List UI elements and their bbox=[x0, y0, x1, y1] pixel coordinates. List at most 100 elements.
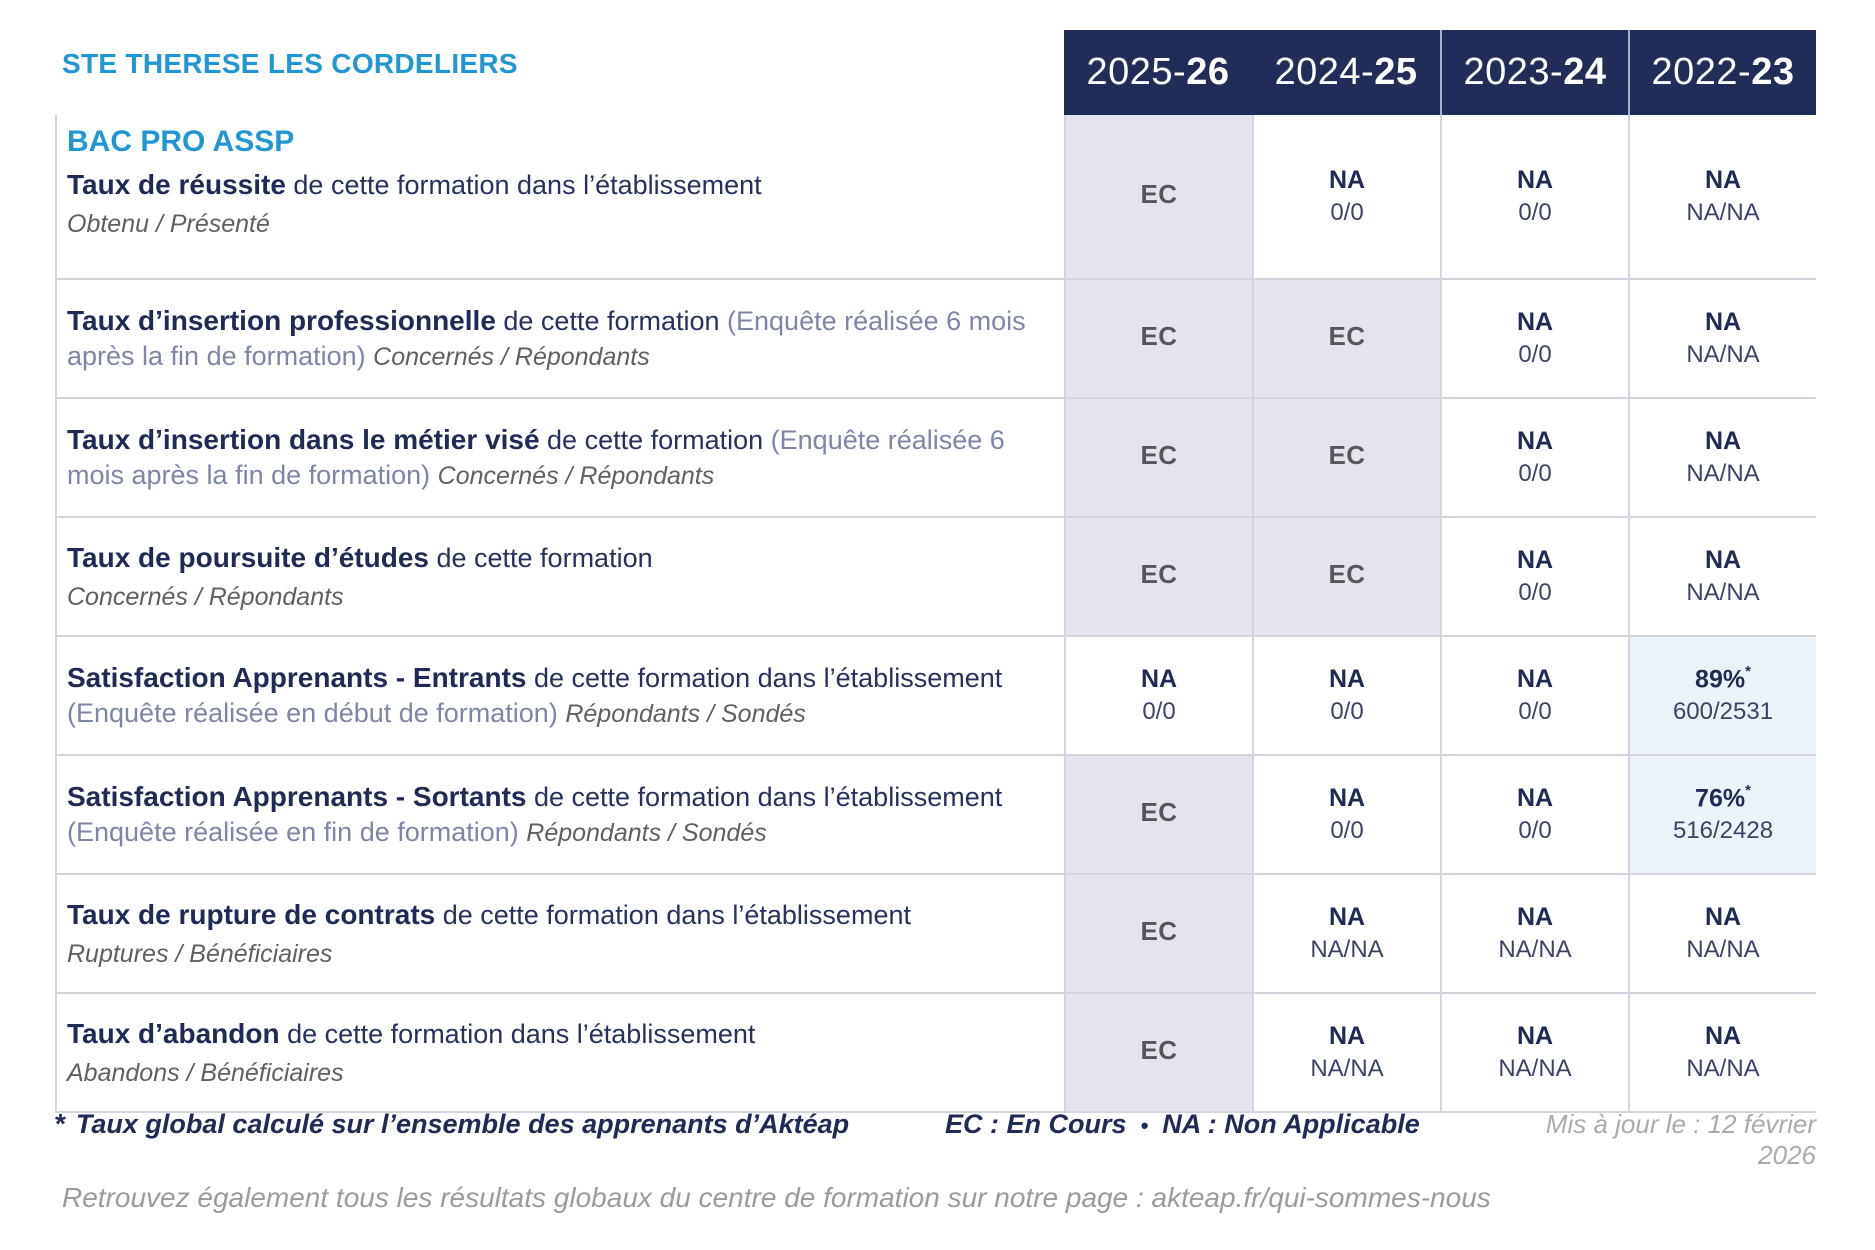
metric-subtext: Concernés / Répondants bbox=[437, 462, 715, 491]
row-label: Taux d’insertion professionnelle de cett… bbox=[57, 280, 1064, 397]
row-label: Taux de poursuite d’études de cette form… bbox=[57, 518, 1064, 635]
table-cell: NA 0/0 bbox=[1064, 637, 1252, 754]
metric-desc: de cette formation bbox=[539, 424, 771, 455]
metric-desc: de cette formation dans l’établissement bbox=[435, 899, 911, 930]
cell-detail: 0/0 bbox=[1518, 817, 1552, 844]
metric-desc: de cette formation dans l’établissement bbox=[285, 170, 762, 200]
table-cell: 89%* 600/2531 bbox=[1628, 637, 1816, 754]
table-cell: EC bbox=[1064, 518, 1252, 635]
cell-detail: 0/0 bbox=[1518, 341, 1552, 368]
cell-value: NA bbox=[1704, 427, 1742, 455]
footnote: * Taux global calculé sur l’ensemble des … bbox=[55, 1108, 945, 1140]
table-row-poursuite-etudes: Taux de poursuite d’études de cette form… bbox=[57, 516, 1816, 635]
year-prefix: 2024- bbox=[1274, 51, 1375, 93]
row-label: Satisfaction Apprenants - Sortants de ce… bbox=[57, 756, 1064, 873]
cell-detail: 0/0 bbox=[1330, 199, 1364, 226]
metric-paren: (Enquête réalisée 6 mois après la fin de… bbox=[67, 424, 1005, 491]
row-label: BAC PRO ASSP Taux de réussite de cette f… bbox=[57, 115, 1064, 278]
table-cell: NA NA/NA bbox=[1628, 518, 1816, 635]
cell-value: EC bbox=[1140, 916, 1178, 946]
cell-detail: NA/NA bbox=[1498, 1055, 1572, 1082]
table-cell: NA NA/NA bbox=[1628, 875, 1816, 992]
cell-value: EC bbox=[1140, 440, 1178, 470]
metric-desc: de cette formation bbox=[495, 305, 728, 336]
table-cell: NA NA/NA bbox=[1252, 994, 1440, 1111]
metric-title: Satisfaction Apprenants - Entrants bbox=[67, 661, 527, 693]
table-cell: NA 0/0 bbox=[1252, 637, 1440, 754]
year-suffix: 25 bbox=[1374, 51, 1418, 93]
year-prefix: 2023- bbox=[1463, 51, 1564, 93]
cell-detail: 0/0 bbox=[1518, 698, 1552, 725]
cell-detail: 0/0 bbox=[1518, 460, 1552, 487]
row-label: Taux d’insertion dans le métier visé de … bbox=[57, 399, 1064, 516]
legend-na: NA : Non Applicable bbox=[1162, 1109, 1420, 1139]
cell-detail: 0/0 bbox=[1330, 698, 1364, 725]
table-cell: EC bbox=[1064, 115, 1252, 278]
cell-value: NA bbox=[1516, 903, 1554, 931]
metric-subtext: Abandons / Bénéficiaires bbox=[67, 1059, 344, 1088]
row-label-text: Taux d’insertion professionnelle de cett… bbox=[67, 303, 1038, 374]
cell-detail: NA/NA bbox=[1686, 1055, 1760, 1082]
cell-value: NA bbox=[1328, 903, 1366, 931]
table-cell: NA 0/0 bbox=[1440, 637, 1628, 754]
cell-detail: NA/NA bbox=[1686, 341, 1760, 368]
column-header-2024-25: 2024- 25 bbox=[1252, 30, 1440, 115]
table-row-insertion-professionnelle: Taux d’insertion professionnelle de cett… bbox=[57, 278, 1816, 397]
table-cell: NA 0/0 bbox=[1440, 756, 1628, 873]
row-label-text: Satisfaction Apprenants - Sortants de ce… bbox=[67, 779, 1038, 850]
table-row-taux-de-reussite: BAC PRO ASSP Taux de réussite de cette f… bbox=[57, 115, 1816, 278]
legend: EC : En Cours • NA : Non Applicable bbox=[945, 1109, 1485, 1140]
metric-paren: (Enquête réalisée en début de formation) bbox=[67, 698, 566, 729]
cell-detail: 516/2428 bbox=[1672, 817, 1774, 845]
cell-value: NA bbox=[1328, 784, 1366, 812]
row-label-text: Taux de poursuite d’études de cette form… bbox=[67, 540, 1038, 576]
table-cell: NA NA/NA bbox=[1440, 875, 1628, 992]
table-body: BAC PRO ASSP Taux de réussite de cette f… bbox=[55, 115, 1816, 1113]
cell-detail: NA/NA bbox=[1310, 1055, 1384, 1082]
table-cell: EC bbox=[1252, 518, 1440, 635]
table-cell: NA 0/0 bbox=[1440, 280, 1628, 397]
row-label: Satisfaction Apprenants - Entrants de ce… bbox=[57, 637, 1064, 754]
school-name: STE THERESE LES CORDELIERS bbox=[62, 48, 518, 79]
table-row-rupture-contrats: Taux de rupture de contrats de cette for… bbox=[57, 873, 1816, 992]
table-row-satisfaction-sortants: Satisfaction Apprenants - Sortants de ce… bbox=[57, 754, 1816, 873]
year-prefix: 2025- bbox=[1086, 51, 1187, 93]
metric-desc: de cette formation dans l’établissement bbox=[279, 1018, 756, 1049]
cell-value: EC bbox=[1140, 797, 1178, 827]
table-row-satisfaction-entrants: Satisfaction Apprenants - Entrants de ce… bbox=[57, 635, 1816, 754]
cell-detail: NA/NA bbox=[1498, 936, 1572, 963]
row-label-text: Taux de rupture de contrats de cette for… bbox=[67, 897, 1038, 933]
table-cell: EC bbox=[1064, 280, 1252, 397]
table-header-row: 2025- 26 2024- 25 2023- 24 2022- 23 bbox=[55, 30, 1816, 115]
cell-value: EC bbox=[1328, 321, 1366, 351]
header-spacer bbox=[55, 30, 1064, 115]
cell-detail: NA/NA bbox=[1686, 579, 1760, 606]
metric-subtext: Obtenu / Présenté bbox=[67, 210, 270, 239]
asterisk-marker: * bbox=[55, 1108, 66, 1139]
cell-value: EC bbox=[1328, 559, 1366, 589]
metric-subtext: Concernés / Répondants bbox=[373, 343, 650, 372]
table-cell: NA NA/NA bbox=[1628, 994, 1816, 1111]
table-cell: EC bbox=[1252, 280, 1440, 397]
metric-desc: de cette formation dans l’établissement bbox=[526, 662, 1003, 693]
cell-value: NA bbox=[1328, 665, 1366, 693]
metric-title: Taux de rupture de contrats bbox=[67, 898, 436, 930]
cell-value: NA bbox=[1516, 1022, 1554, 1050]
year-suffix: 23 bbox=[1751, 51, 1795, 93]
cell-value: NA bbox=[1704, 903, 1742, 931]
metric-paren: (Enquête réalisée en fin de formation) bbox=[67, 817, 527, 848]
table-cell: NA NA/NA bbox=[1628, 399, 1816, 516]
cell-value: EC bbox=[1140, 321, 1178, 351]
footnote-row: * Taux global calculé sur l’ensemble des … bbox=[55, 1108, 1816, 1171]
asterisk-marker: * bbox=[1745, 662, 1751, 680]
results-table: 2025- 26 2024- 25 2023- 24 2022- 23 BAC PRO … bbox=[55, 30, 1816, 1113]
asterisk-marker: * bbox=[1745, 781, 1751, 799]
table-cell: EC bbox=[1064, 994, 1252, 1111]
metric-title: Taux d’insertion professionnelle bbox=[67, 304, 496, 336]
column-header-2023-24: 2023- 24 bbox=[1440, 30, 1628, 115]
cell-value: NA bbox=[1704, 1022, 1742, 1050]
program-title: BAC PRO ASSP bbox=[67, 125, 295, 158]
table-cell: EC bbox=[1064, 756, 1252, 873]
cell-value: EC bbox=[1140, 179, 1178, 209]
